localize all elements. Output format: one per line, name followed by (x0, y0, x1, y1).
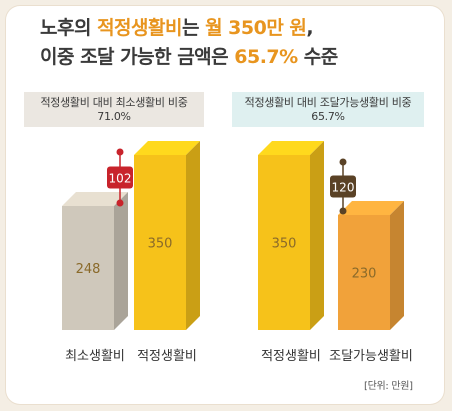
title-highlight: 65.7% (234, 46, 298, 68)
bar-value-label: 350 (148, 237, 173, 252)
title-text: 이중 조달 가능한 금액은 (40, 46, 235, 68)
unit-label: [단위: 만원] (364, 381, 413, 392)
bar-value-label: 230 (352, 267, 377, 282)
title-text: 는 (181, 17, 206, 39)
difference-dot (339, 158, 347, 166)
title-highlight: 월 350만 원 (205, 17, 307, 39)
difference-badge (107, 166, 133, 189)
category-label: 조달가능생활비 (329, 349, 413, 364)
bar-value-label: 248 (76, 262, 101, 277)
bar-side (114, 192, 128, 330)
bar-top (338, 201, 404, 215)
bar-top (62, 192, 128, 206)
ratio-note-value: 65.7% (311, 110, 345, 123)
page-title: 노후의 적정생활비는 월 350만 원, 이중 조달 가능한 금액은 65.7%… (40, 14, 338, 72)
bar-side (186, 141, 200, 330)
category-label: 적정생활비 (137, 349, 197, 364)
difference-value: 120 (332, 181, 355, 195)
bar-top (134, 141, 200, 155)
title-text: 수준 (297, 46, 338, 68)
bar-value-label: 350 (272, 237, 297, 252)
bar (258, 155, 310, 330)
bar-side (310, 141, 324, 330)
difference-dot (339, 207, 347, 215)
difference-value: 102 (109, 172, 132, 186)
title-text: , (306, 17, 314, 39)
ratio-note-label: 적정생활비 대비 조달가능생활비 비중 (244, 96, 412, 109)
title-line2: 이중 조달 가능한 금액은 65.7% 수준 (40, 46, 338, 68)
title-text: 노후의 (40, 17, 98, 39)
bar (338, 215, 390, 330)
bar (62, 206, 114, 330)
difference-dot (116, 148, 124, 156)
ratio-note-value: 71.0% (97, 110, 131, 123)
bar (134, 155, 186, 330)
ratio-note-right: 적정생활비 대비 조달가능생활비 비중 65.7% (232, 92, 424, 127)
category-label: 적정생활비 (261, 349, 321, 364)
ratio-note-left: 적정생활비 대비 최소생활비 비중 71.0% (24, 92, 204, 127)
difference-badge (330, 175, 356, 198)
difference-dot (116, 199, 124, 207)
category-label: 최소생활비 (65, 349, 125, 364)
title-line1: 노후의 적정생활비는 월 350만 원, (40, 17, 314, 39)
ratio-note-label: 적정생활비 대비 최소생활비 비중 (40, 96, 188, 109)
bar-side (390, 201, 404, 330)
bar-top (258, 141, 324, 155)
title-highlight: 적정생활비 (97, 17, 182, 39)
